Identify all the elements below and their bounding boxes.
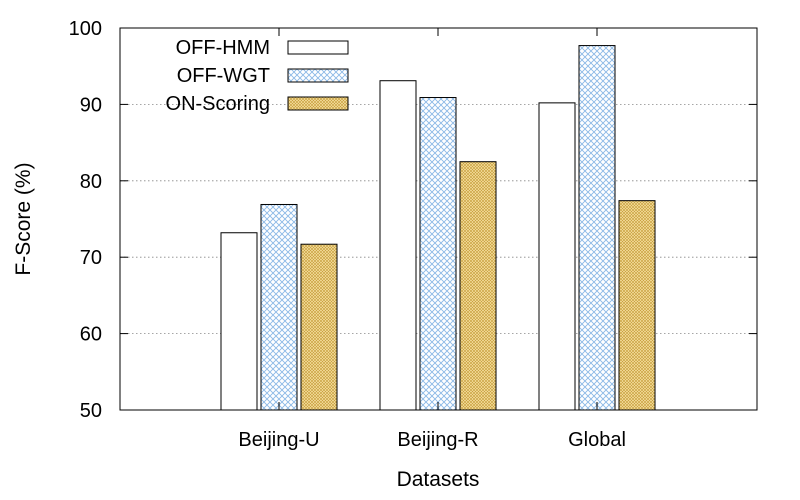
legend: OFF-HMM OFF-WGT ON-Scoring <box>166 37 349 115</box>
legend-swatch-on-scoring <box>287 96 349 111</box>
bar-on-scoring-global <box>618 200 656 411</box>
legend-swatch-off-hmm <box>287 40 349 55</box>
legend-label-off-hmm: OFF-HMM <box>176 37 270 59</box>
bar-off-wgt-global <box>578 45 616 411</box>
x-tick-label: Beijing-R <box>397 429 478 451</box>
legend-swatch-off-wgt <box>287 68 349 83</box>
x-tick-label: Beijing-U <box>238 429 319 451</box>
y-axis-label: F-Score (%) <box>12 162 35 275</box>
y-tick-label: 90 <box>80 94 102 116</box>
bar-off-hmm-beijing-r <box>379 80 417 411</box>
bar-on-scoring-beijing-r <box>459 161 497 411</box>
bars <box>220 45 656 411</box>
x-axis-label: Datasets <box>397 468 480 491</box>
bar-off-hmm-beijing-u <box>220 232 258 411</box>
legend-label-on-scoring: ON-Scoring <box>166 93 270 115</box>
y-tick-label: 60 <box>80 324 102 346</box>
x-tick-label: Global <box>568 429 626 451</box>
bar-off-hmm-global <box>538 102 576 411</box>
y-tick-label: 100 <box>69 18 102 40</box>
bar-off-wgt-beijing-r <box>419 97 457 411</box>
axis-ticks: 50 60 70 80 90 100 Beijing-U Beijing-R Global <box>69 18 757 451</box>
y-tick-label: 50 <box>80 400 102 422</box>
bar-off-wgt-beijing-u <box>260 203 298 411</box>
y-tick-label: 80 <box>80 171 102 193</box>
bar-on-scoring-beijing-u <box>300 243 338 411</box>
y-tick-label: 70 <box>80 247 102 269</box>
legend-label-off-wgt: OFF-WGT <box>177 65 270 87</box>
